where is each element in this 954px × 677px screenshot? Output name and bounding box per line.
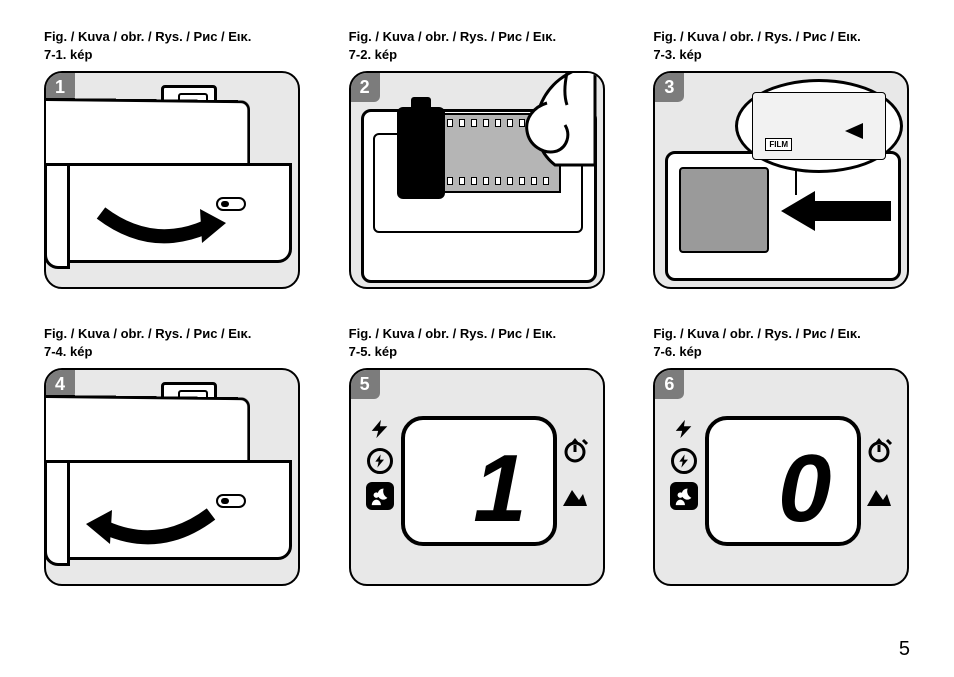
figure-panel-1: 1 <box>44 71 300 289</box>
landscape-icon <box>561 482 589 510</box>
no-flash-icon <box>671 448 697 474</box>
panel-number-badge: 2 <box>350 72 380 102</box>
night-portrait-icon <box>366 482 394 510</box>
figure-cell-3: Fig. / Kuva / obr. / Rys. / Рис / Εικ. 7… <box>653 28 910 289</box>
caption-prefix: Fig. / Kuva / obr. / Rys. / Рис / Εικ. <box>44 29 251 44</box>
caption-suffix: 7-2. kép <box>349 47 397 62</box>
caption-prefix: Fig. / Kuva / obr. / Rys. / Рис / Εικ. <box>653 326 860 341</box>
caption-suffix: 7-3. kép <box>653 47 701 62</box>
lcd-right-icons <box>863 436 895 510</box>
no-flash-icon <box>367 448 393 474</box>
figure-panel-3: 3 FILM <box>653 71 909 289</box>
figure-cell-5: Fig. / Kuva / obr. / Rys. / Рис / Εικ. 7… <box>349 325 606 586</box>
lcd-screen: 1 <box>401 416 557 546</box>
panel-number-badge: 5 <box>350 369 380 399</box>
caption-prefix: Fig. / Kuva / obr. / Rys. / Рис / Εικ. <box>653 29 860 44</box>
load-direction-arrow-icon <box>781 191 891 231</box>
figure-cell-2: Fig. / Kuva / obr. / Rys. / Рис / Εικ. 7… <box>349 28 606 289</box>
flash-icon <box>673 418 695 440</box>
film-canister <box>397 107 445 199</box>
figure-caption: Fig. / Kuva / obr. / Rys. / Рис / Εικ. 7… <box>349 325 606 360</box>
caption-prefix: Fig. / Kuva / obr. / Rys. / Рис / Εικ. <box>349 29 556 44</box>
panel-number-badge: 3 <box>654 72 684 102</box>
caption-suffix: 7-4. kép <box>44 344 92 359</box>
caption-prefix: Fig. / Kuva / obr. / Rys. / Рис / Εικ. <box>349 326 556 341</box>
figure-cell-1: Fig. / Kuva / obr. / Rys. / Рис / Εικ. 7… <box>44 28 301 289</box>
callout-arrow-icon <box>845 123 863 139</box>
lcd-left-icons <box>363 418 397 510</box>
caption-suffix: 7-5. kép <box>349 344 397 359</box>
figure-cell-6: Fig. / Kuva / obr. / Rys. / Рис / Εικ. 7… <box>653 325 910 586</box>
figure-grid: Fig. / Kuva / obr. / Rys. / Рис / Εικ. 7… <box>44 28 910 586</box>
figure-caption: Fig. / Kuva / obr. / Rys. / Рис / Εικ. 7… <box>44 28 301 63</box>
figure-panel-5: 5 1 <box>349 368 605 586</box>
hand-icon <box>477 71 597 175</box>
night-portrait-icon <box>670 482 698 510</box>
page-number: 5 <box>899 638 910 661</box>
camera-illustration <box>44 99 276 279</box>
flash-icon <box>369 418 391 440</box>
caption-suffix: 7-1. kép <box>44 47 92 62</box>
figure-caption: Fig. / Kuva / obr. / Rys. / Рис / Εικ. 7… <box>44 325 301 360</box>
figure-caption: Fig. / Kuva / obr. / Rys. / Рис / Εικ. 7… <box>653 325 910 360</box>
caption-prefix: Fig. / Kuva / obr. / Rys. / Рис / Εικ. <box>44 326 251 341</box>
figure-cell-4: Fig. / Kuva / obr. / Rys. / Рис / Εικ. 7… <box>44 325 301 586</box>
caption-suffix: 7-6. kép <box>653 344 701 359</box>
figure-panel-2: 2 <box>349 71 605 289</box>
open-arrow-icon <box>96 203 226 251</box>
lcd-screen: 0 <box>705 416 861 546</box>
self-timer-icon <box>865 436 893 464</box>
landscape-icon <box>865 482 893 510</box>
film-mark-label: FILM <box>765 138 792 151</box>
figure-caption: Fig. / Kuva / obr. / Rys. / Рис / Εικ. 7… <box>653 28 910 63</box>
close-arrow-icon <box>86 504 216 552</box>
lcd-digit: 0 <box>778 434 827 544</box>
panel-number-badge: 6 <box>654 369 684 399</box>
figure-caption: Fig. / Kuva / obr. / Rys. / Рис / Εικ. 7… <box>349 28 606 63</box>
lcd-left-icons <box>667 418 701 510</box>
lcd-digit: 1 <box>473 434 522 544</box>
detail-callout: FILM <box>735 79 903 173</box>
figure-panel-6: 6 0 <box>653 368 909 586</box>
lcd-right-icons <box>559 436 591 510</box>
figure-panel-4: 4 <box>44 368 300 586</box>
self-timer-icon <box>561 436 589 464</box>
